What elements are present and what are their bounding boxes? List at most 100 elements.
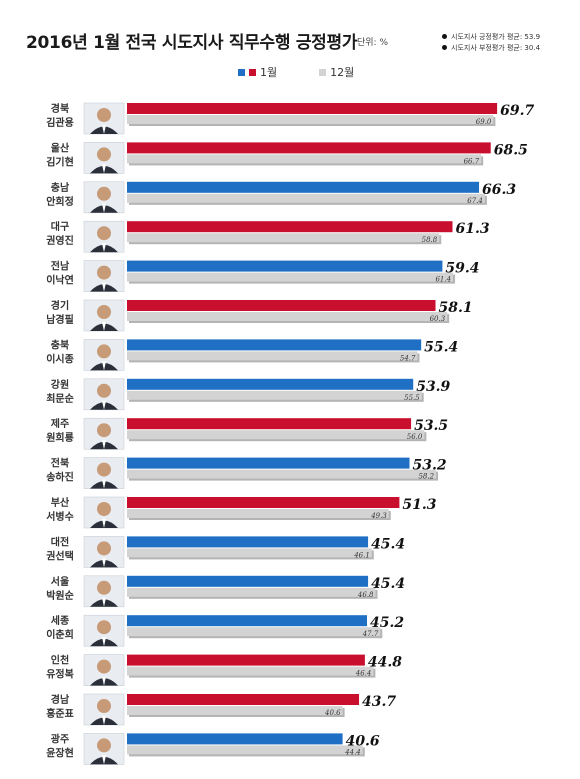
portrait-head-icon [97, 620, 111, 635]
value-label-dec: 46.8 [357, 591, 374, 599]
portrait-shirt-icon [102, 440, 106, 450]
portrait-head-icon [97, 265, 111, 280]
value-label-jan: 45.2 [370, 615, 404, 631]
legend-item-jan: 1월 [238, 64, 277, 80]
portrait-head-icon [97, 226, 111, 241]
bar-dec [127, 430, 425, 440]
person-name-label: 홍준표 [46, 707, 74, 720]
bar-dec [127, 154, 482, 164]
region-label: 전북 [51, 457, 69, 470]
person-name-label: 김관용 [46, 116, 74, 129]
bar-dec [127, 587, 376, 597]
value-label-dec: 54.7 [400, 354, 416, 362]
portrait-shirt-icon [102, 243, 106, 253]
portrait-shirt-icon [102, 164, 106, 174]
portrait-shirt-icon [102, 755, 106, 765]
person-name-label: 박원순 [46, 589, 74, 602]
region-label: 대전 [51, 535, 69, 548]
bullet-icon [442, 34, 447, 39]
value-label-dec: 60.3 [430, 315, 446, 323]
legend-swatch-red [249, 68, 256, 76]
portrait-head-icon [97, 423, 111, 438]
value-label-dec: 61.4 [435, 276, 451, 284]
value-label-dec: 49.3 [370, 512, 387, 520]
person-name-label: 윤장현 [46, 746, 74, 759]
bar-dec [127, 469, 437, 479]
value-label-jan: 68.5 [494, 142, 528, 158]
value-label-dec: 40.6 [324, 709, 341, 717]
bar-dec [127, 745, 363, 755]
person-name-label: 이낙연 [46, 274, 74, 287]
person-name-label: 유정복 [46, 668, 74, 681]
region-label: 경북 [51, 102, 69, 115]
region-label: 광주 [51, 733, 69, 745]
value-label-jan: 69.7 [500, 103, 534, 119]
note-text: 시도지사 부정평가 평균: 30.4 [451, 44, 541, 52]
bar-jan [127, 378, 414, 390]
bar-jan [127, 418, 412, 430]
value-label-dec: 66.7 [464, 157, 480, 165]
portrait-shirt-icon [102, 322, 106, 331]
portrait-shirt-icon [102, 676, 106, 686]
bar-jan [127, 260, 443, 272]
bar-jan [127, 536, 369, 548]
bar-jan [127, 575, 369, 587]
portrait-shirt-icon [102, 479, 106, 489]
portrait-head-icon [97, 502, 111, 516]
portrait-shirt-icon [102, 597, 106, 607]
value-label-jan: 53.5 [414, 418, 448, 434]
value-label-dec: 69.0 [476, 118, 492, 126]
bar-jan [127, 181, 480, 193]
portrait-head-icon [97, 580, 111, 595]
legend-swatch-gray [319, 68, 327, 76]
portrait-head-icon [97, 305, 111, 319]
portrait-shirt-icon [102, 637, 106, 647]
bar-dec [127, 312, 448, 321]
bar-jan [127, 142, 491, 154]
portrait-shirt-icon [102, 558, 106, 568]
unit-label: 단위: % [357, 38, 389, 48]
portrait-head-icon [97, 462, 111, 477]
region-label: 대구 [51, 220, 69, 233]
portrait-shirt-icon [102, 361, 106, 371]
person-name-label: 권영진 [46, 234, 74, 247]
portrait-shirt-icon [102, 716, 106, 725]
average-negative-note: 시도지사 부정평가 평균: 30.4 [442, 43, 540, 53]
bullet-icon [442, 45, 447, 50]
portrait-shirt-icon [102, 282, 106, 292]
portrait-head-icon [97, 383, 111, 398]
value-label-dec: 67.4 [467, 197, 483, 205]
value-label-jan: 51.3 [402, 497, 436, 513]
region-label: 강원 [51, 378, 69, 391]
legend-label-dec: 12월 [330, 66, 355, 79]
value-label-jan: 40.6 [346, 733, 380, 749]
bar-dec [127, 390, 422, 400]
note-text: 시도지사 긍정평가 평균: 53.9 [451, 33, 541, 41]
bar-jan [127, 457, 410, 469]
bar-dec [127, 233, 440, 243]
portrait-head-icon [97, 344, 111, 359]
value-label-jan: 44.8 [368, 655, 402, 671]
person-name-label: 원희룡 [46, 431, 74, 444]
person-name-label: 남경필 [46, 313, 74, 326]
portrait-head-icon [97, 541, 111, 556]
value-label-jan: 53.2 [412, 458, 446, 474]
region-label: 전남 [51, 260, 70, 273]
value-label-dec: 47.7 [362, 630, 379, 638]
portrait-head-icon [97, 186, 111, 201]
bar-jan [127, 733, 343, 745]
legend-swatch-blue [238, 68, 245, 76]
bar-dec [127, 666, 374, 676]
bar-jan [127, 654, 365, 666]
bar-jan [127, 339, 422, 351]
value-label-dec: 58.8 [422, 236, 438, 244]
bar-dec [127, 193, 485, 203]
bar-jan [127, 497, 400, 508]
value-label-dec: 55.5 [404, 394, 420, 402]
person-name-label: 권선택 [46, 549, 74, 562]
region-label: 경남 [51, 693, 70, 706]
average-positive-note: 시도지사 긍정평가 평균: 53.9 [442, 32, 540, 42]
value-label-jan: 53.9 [416, 379, 450, 395]
portrait-shirt-icon [102, 203, 106, 213]
value-label-jan: 43.7 [362, 694, 396, 710]
